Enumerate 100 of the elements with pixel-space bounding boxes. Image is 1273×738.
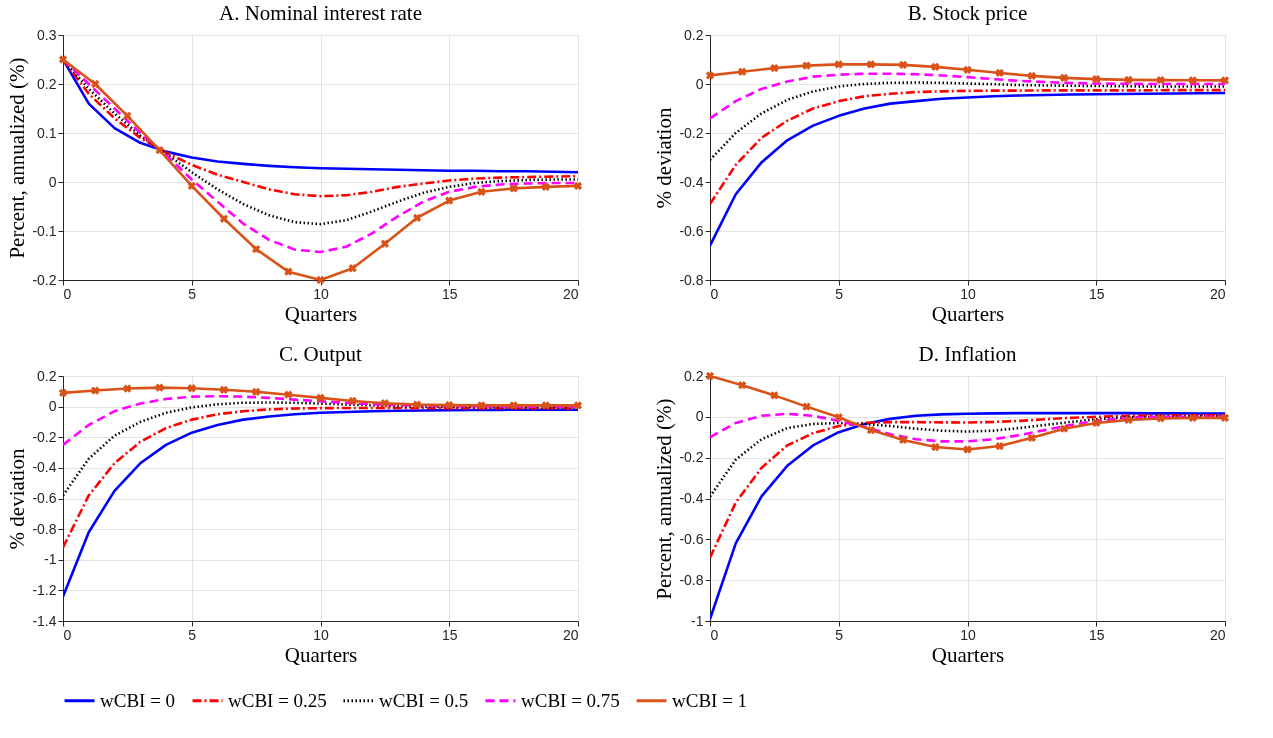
point [123,111,132,120]
x-tick-label: 5 [835,285,844,302]
x-axis-title: Quarters [931,301,1005,326]
point [898,435,908,445]
point [573,181,583,191]
y-tick-label: -0.2 [32,428,57,445]
x-tick-label: 20 [562,285,579,302]
y-axis-title: % deviation [5,448,30,550]
y-tick-label: -0.4 [679,490,704,506]
chart-title: C. Output [279,342,363,366]
point [348,264,357,273]
y-tick-label: -0.1 [32,222,57,239]
point [963,445,972,454]
point [1188,413,1197,422]
point [445,196,454,205]
point [738,67,747,76]
point [1124,75,1133,84]
y-tick-label: -0.8 [679,571,704,588]
x-axis-title: Quarters [284,301,358,326]
point [1027,433,1037,442]
x-tick-label: 0 [63,285,72,302]
y-tick-label: 0 [48,398,57,415]
point [834,413,843,422]
y-tick-label: -0.4 [32,459,57,476]
chart-title: B. Stock price [907,1,1028,25]
point [58,388,68,397]
y-tick-label: -1 [44,551,57,568]
x-tick-label: 0 [710,285,719,302]
point [155,383,164,392]
point [284,267,293,276]
legend-label: wCBI = 1 [672,689,748,711]
legend-label: wCBI = 0.5 [379,689,469,711]
point [738,381,747,390]
point [1220,76,1230,85]
x-tick-label: 15 [1088,626,1105,643]
point [219,214,229,223]
point [477,401,486,410]
point [1156,414,1165,423]
point [251,387,261,396]
point [931,62,940,71]
point [866,425,876,435]
point [995,68,1004,78]
y-tick-label: 0.2 [37,75,57,92]
point [251,244,261,254]
point [155,146,164,155]
point [802,402,811,411]
x-tick-label: 5 [835,626,844,643]
point [770,63,779,73]
y-tick-label: 0.3 [37,26,57,43]
point [1059,73,1069,83]
y-tick-label: -0.2 [679,124,704,141]
point [316,393,325,403]
y-tick-label: -0.6 [32,490,57,506]
point [1220,413,1230,422]
point [1059,424,1069,433]
x-tick-label: 20 [1209,626,1226,643]
point [866,60,876,69]
point [412,400,422,409]
x-tick-label: 20 [1209,285,1226,302]
y-axis-title: % deviation [652,107,677,209]
y-tick-label: -1.4 [32,612,57,629]
point [1027,71,1037,81]
y-tick-label: 0 [48,173,57,190]
y-tick-label: 0 [695,75,704,92]
legend-label: wCBI = 0 [100,689,176,711]
point [1124,415,1133,425]
point [187,181,196,191]
x-tick-label: 5 [188,285,197,302]
y-tick-label: 0.2 [684,367,704,384]
point [541,182,550,192]
point [91,386,100,395]
x-tick-label: 0 [710,626,719,643]
y-tick-label: -0.8 [32,520,57,537]
x-tick-label: 10 [313,285,329,302]
y-axis-title: Percent, annualized (%) [652,398,677,600]
line-series [710,91,1225,247]
y-tick-label: 0 [695,408,704,425]
point [91,79,100,89]
y-tick-label: 0.2 [684,26,704,43]
point [445,400,454,410]
x-tick-label: 10 [313,626,329,643]
point [380,239,390,248]
y-tick-label: -1.2 [32,581,57,598]
point [541,401,550,410]
point [770,391,779,400]
point [348,396,357,406]
y-tick-label: -0.8 [679,271,704,288]
point [477,187,486,196]
x-tick-label: 15 [1088,285,1105,302]
x-tick-label: 15 [441,626,458,643]
legend-label: wCBI = 0.25 [228,689,327,711]
legend-label: wCBI = 0.75 [521,689,620,711]
point [931,442,940,452]
y-tick-label: -0.4 [679,173,704,190]
point [219,385,229,394]
point [995,441,1004,451]
x-tick-label: 10 [960,626,976,643]
point [1092,74,1101,84]
x-tick-label: 5 [188,626,197,643]
point [1156,75,1165,85]
